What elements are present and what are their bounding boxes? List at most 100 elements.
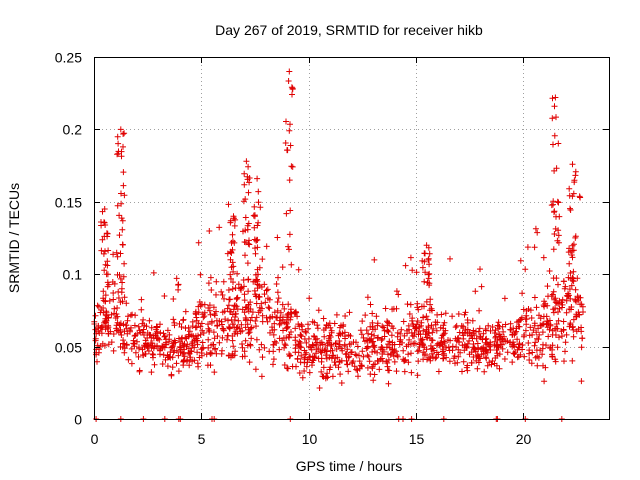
- y-tick-label: 0.05: [55, 340, 82, 356]
- data-point: [270, 356, 277, 363]
- data-point: [199, 301, 205, 308]
- data-point: [232, 328, 239, 335]
- y-tick-label: 0.1: [63, 267, 83, 283]
- data-point: [234, 294, 241, 301]
- data-point: [347, 333, 354, 339]
- data-point: [296, 370, 303, 376]
- data-point: [459, 368, 465, 375]
- data-point: [357, 327, 364, 334]
- data-point: [570, 333, 577, 340]
- data-point: [224, 336, 230, 343]
- data-point: [123, 322, 130, 329]
- data-point: [360, 353, 367, 360]
- data-point: [225, 317, 231, 324]
- data-point: [353, 366, 360, 373]
- data-point: [579, 335, 586, 342]
- data-point: [115, 140, 122, 147]
- data-point: [439, 343, 446, 350]
- data-point: [489, 358, 496, 364]
- data-point: [123, 342, 130, 349]
- data-point: [528, 360, 535, 367]
- data-point: [239, 344, 246, 351]
- data-point: [535, 336, 542, 343]
- data-point: [266, 348, 273, 355]
- data-point: [484, 362, 491, 369]
- data-point: [479, 345, 486, 352]
- data-point: [562, 348, 568, 355]
- data-point: [441, 330, 448, 337]
- data-point: [241, 297, 248, 304]
- data-point: [578, 301, 585, 308]
- data-point: [521, 353, 528, 360]
- data-point: [160, 351, 167, 358]
- data-point: [285, 301, 292, 308]
- data-point: [257, 307, 264, 314]
- data-point: [364, 294, 371, 301]
- data-point: [576, 193, 583, 200]
- data-point: [389, 339, 396, 346]
- data-point: [501, 295, 508, 302]
- data-point: [120, 169, 127, 176]
- data-point: [554, 198, 561, 205]
- data-point: [227, 271, 234, 278]
- data-point: [327, 347, 334, 354]
- data-point: [210, 304, 217, 311]
- data-point: [507, 320, 514, 327]
- data-point: [284, 323, 291, 330]
- data-point: [253, 323, 259, 330]
- data-point: [571, 179, 578, 186]
- data-point: [281, 362, 288, 368]
- data-point: [415, 358, 422, 365]
- data-point: [466, 337, 473, 344]
- data-point: [543, 313, 550, 320]
- data-point: [578, 378, 585, 385]
- data-point: [549, 115, 556, 122]
- data-point: [213, 308, 219, 315]
- data-point: [318, 368, 325, 375]
- data-point: [542, 364, 549, 371]
- data-point: [541, 303, 548, 310]
- data-point: [532, 225, 539, 232]
- data-point: [286, 353, 293, 360]
- data-point: [574, 293, 581, 300]
- data-point: [426, 307, 433, 314]
- data-point: [302, 328, 309, 335]
- data-point: [359, 363, 365, 370]
- data-point: [310, 342, 317, 349]
- data-point: [407, 254, 414, 261]
- data-point: [258, 373, 265, 380]
- data-point: [519, 290, 526, 297]
- data-point: [554, 300, 561, 307]
- data-point: [510, 350, 517, 357]
- data-point: [256, 346, 263, 353]
- data-point: [252, 318, 259, 324]
- data-point: [339, 347, 346, 354]
- data-point: [354, 343, 361, 350]
- data-point: [355, 373, 361, 380]
- data-point: [438, 335, 445, 341]
- data-point: [251, 203, 258, 210]
- data-point: [468, 349, 475, 356]
- data-point: [102, 222, 109, 228]
- data-point: [533, 304, 540, 311]
- data-point: [513, 328, 520, 335]
- data-point: [121, 192, 128, 199]
- data-point: [385, 380, 392, 387]
- data-point: [292, 325, 299, 332]
- data-point: [102, 315, 109, 322]
- data-point: [483, 355, 490, 362]
- data-point: [329, 373, 336, 380]
- data-point: [128, 360, 135, 367]
- data-point: [197, 331, 204, 338]
- data-point: [282, 140, 289, 146]
- data-point: [539, 351, 546, 358]
- data-point: [400, 347, 407, 354]
- data-point: [92, 337, 99, 344]
- data-point: [99, 236, 106, 243]
- data-point: [255, 294, 262, 301]
- data-point: [553, 213, 559, 220]
- data-point: [277, 320, 284, 327]
- data-point: [114, 305, 121, 311]
- data-point: [385, 367, 391, 374]
- data-point: [113, 249, 120, 256]
